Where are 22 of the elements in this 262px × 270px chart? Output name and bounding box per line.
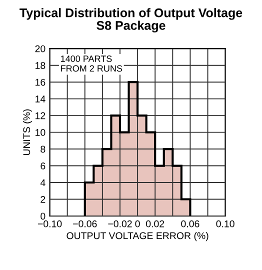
x-tick-label: 0.06 xyxy=(181,220,200,228)
y-tick-label: 2 xyxy=(40,196,46,203)
x-tick-label: −0.02 xyxy=(108,220,132,228)
x-axis-title: OUTPUT VOLTAGE ERROR (%) xyxy=(66,232,208,242)
x-tick-label: 0.02 xyxy=(146,220,164,228)
y-tick-label: 10 xyxy=(36,129,46,136)
y-tick-label: 4 xyxy=(40,179,46,186)
y-tick-label: 6 xyxy=(40,162,46,170)
y-tick-label: 12 xyxy=(36,112,46,120)
y-axis-title: UNITS (%) xyxy=(22,109,32,156)
y-tick-label: 20 xyxy=(35,45,46,52)
x-tick-label: −0.06 xyxy=(73,220,97,228)
x-tick-label: 0 xyxy=(135,220,140,228)
y-tick-label: 8 xyxy=(40,146,46,153)
x-tick-label: −0.10 xyxy=(38,220,62,228)
y-tick-label: 14 xyxy=(36,96,46,102)
x-tick-label: 0.10 xyxy=(216,220,234,228)
chart-title: Typical Distribution of Output Voltage S8 Package xyxy=(20,8,242,32)
y-tick-label: 16 xyxy=(36,78,46,86)
y-tick-label: 18 xyxy=(36,62,46,69)
y-tick-label: 0 xyxy=(40,212,46,220)
annotation: 1400 PARTS FROM 2 RUNS xyxy=(61,56,122,72)
